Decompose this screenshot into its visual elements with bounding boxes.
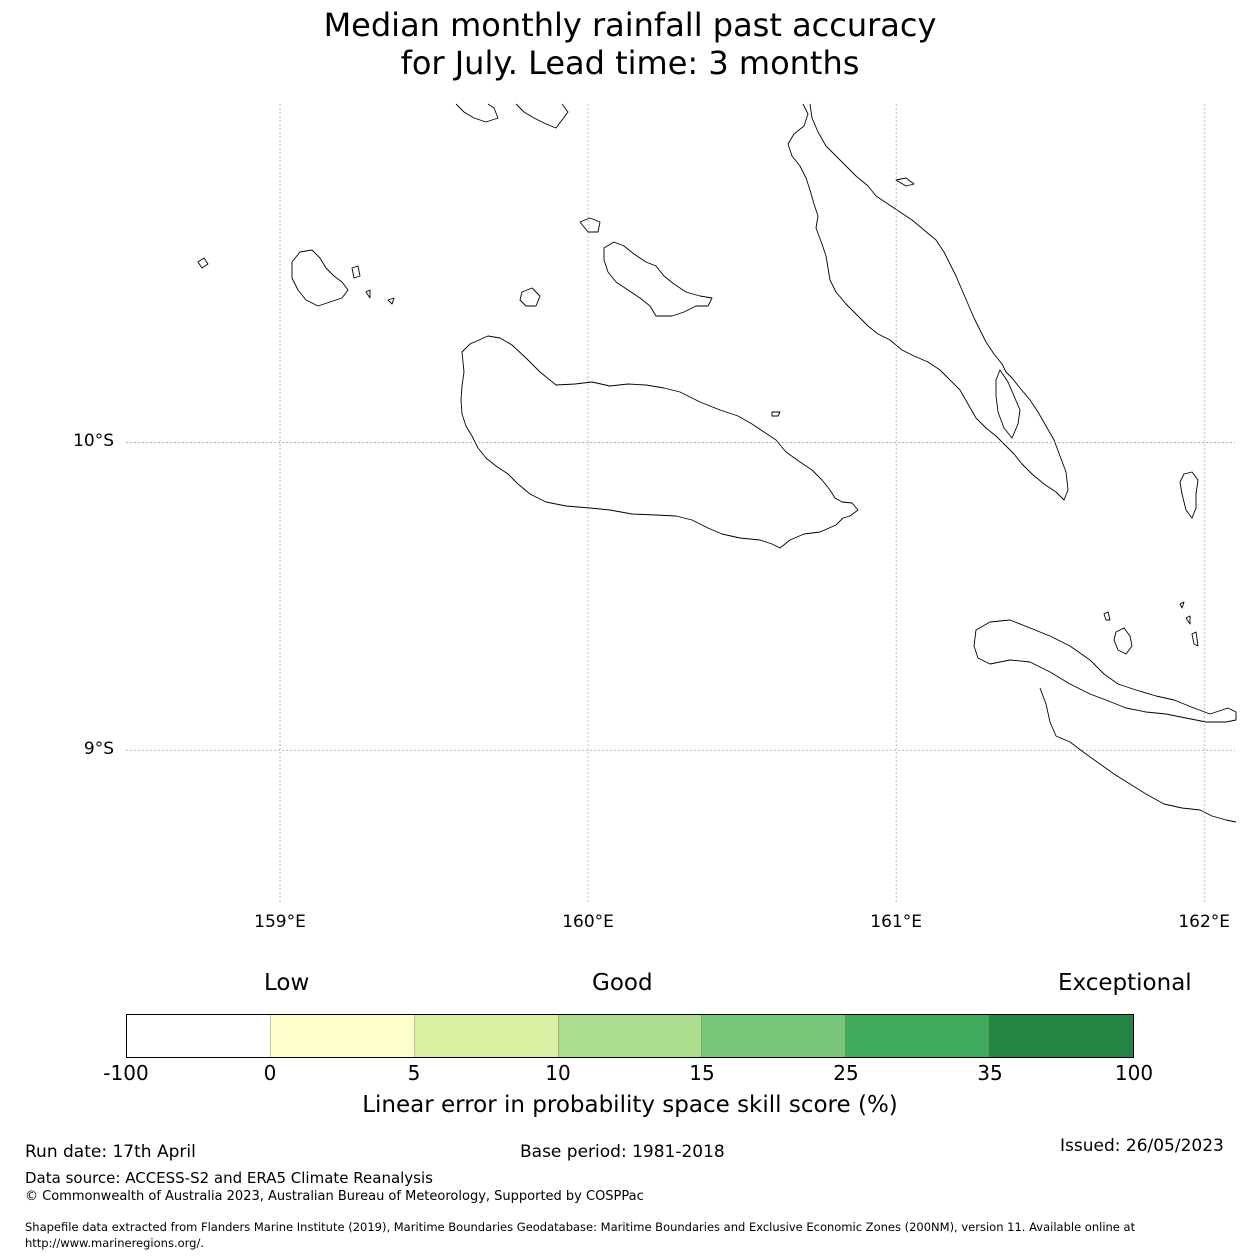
russell-islands-coastline [291, 249, 349, 307]
coastlines [197, 103, 1237, 823]
colorbar-segment [990, 1015, 1134, 1057]
florida-small-1 [579, 217, 601, 233]
island-east-3 [1185, 615, 1191, 625]
ulawa-coastline [1113, 627, 1133, 655]
latitude-tick-label: 10°S [73, 431, 114, 452]
issued-date: Issued: 26/05/2023 [1060, 1136, 1224, 1156]
colorbar-tick-label: 35 [977, 1061, 1003, 1085]
colorbar-tick-label: 15 [689, 1061, 715, 1085]
island-east-2 [1179, 601, 1185, 609]
east-island-coastline [1179, 471, 1199, 519]
colorbar-tick-label: 5 [407, 1061, 421, 1085]
map-title: Median monthly rainfall past accuracy fo… [0, 6, 1260, 82]
latitude-tick-label: 9°S [83, 739, 114, 760]
longitude-tick-label: 161°E [870, 912, 922, 932]
category-good: Good [592, 970, 653, 996]
colorbar-segment [558, 1015, 703, 1057]
southern-coastline [1039, 687, 1237, 823]
skill-map [126, 103, 1237, 904]
guadalcanal-coastline [460, 335, 859, 549]
map-frame [126, 104, 1235, 904]
tiny-island-2 [771, 411, 781, 417]
north-coast-1 [455, 103, 499, 123]
colorbar-tick-label: -100 [103, 1061, 149, 1085]
title-line-1: Median monthly rainfall past accuracy [323, 6, 937, 44]
colorbar-segment [846, 1015, 991, 1057]
malaita-coastline [787, 103, 1069, 501]
savo-island-coastline [519, 287, 541, 307]
run-date: Run date: 17th April [25, 1142, 196, 1162]
north-coast-3 [895, 177, 915, 187]
longitude-tick-label: 159°E [254, 912, 306, 932]
colorbar-tick-label: 100 [1114, 1061, 1154, 1085]
colorbar-segment [414, 1015, 559, 1057]
colorbar-segment [702, 1015, 847, 1057]
colorbar-tick-label: 25 [833, 1061, 859, 1085]
shapefile-credit-line-1: Shapefile data extracted from Flanders M… [25, 1220, 1136, 1234]
colorbar-label: Linear error in probability space skill … [362, 1092, 898, 1118]
north-coast-2 [515, 103, 569, 129]
category-low: Low [264, 970, 310, 996]
colorbar-segment [270, 1015, 415, 1057]
shapefile-credit-line-2: http://www.marineregions.org/. [25, 1236, 204, 1250]
russell-small-2 [365, 289, 371, 299]
tiny-island-1 [387, 297, 395, 305]
small-malaita-coastline [995, 369, 1021, 439]
gridlines [126, 104, 1235, 904]
colorbar-tick-label: 0 [263, 1061, 277, 1085]
copyright: © Commonwealth of Australia 2023, Austra… [25, 1189, 644, 1204]
florida-islands-coastline [603, 241, 713, 317]
colorbar-tick-label: 10 [545, 1061, 571, 1085]
colorbar [126, 1014, 1134, 1058]
makira-coastline [973, 619, 1237, 723]
longitude-tick-label: 160°E [562, 912, 614, 932]
colorbar-segment [127, 1015, 271, 1057]
longitude-tick-label: 162°E [1178, 912, 1231, 932]
category-exceptional: Exceptional [1058, 970, 1192, 996]
data-source: Data source: ACCESS-S2 and ERA5 Climate … [25, 1169, 433, 1187]
base-period: Base period: 1981-2018 [520, 1142, 725, 1162]
russell-small-1 [351, 265, 361, 279]
title-line-2: for July. Lead time: 3 months [400, 44, 860, 82]
island-east-1 [1103, 611, 1111, 621]
island-east-4 [1191, 631, 1199, 647]
west-island [197, 257, 209, 269]
